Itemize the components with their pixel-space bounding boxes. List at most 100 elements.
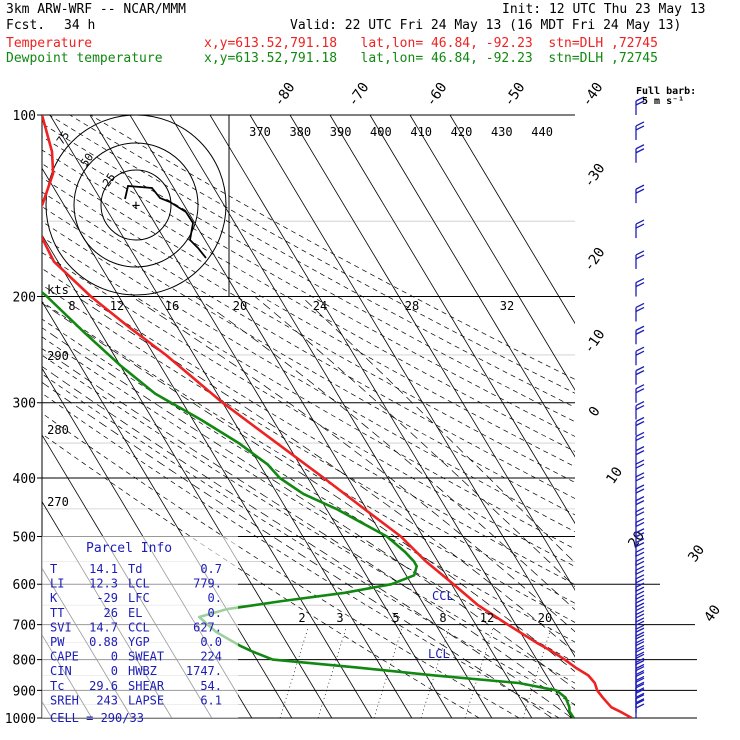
mixing-ratio-label: 3 [336,611,343,625]
wind-barbs [635,96,645,718]
parcel-param-name: LCL [128,577,150,591]
temperature-tick-label: 0 [586,404,604,420]
wind-barb-flag [635,223,645,229]
wind-barb-flag [635,569,645,575]
hodograph-ring [45,114,227,296]
mixing-ratio-label: 20 [538,611,552,625]
dry-adiabat [42,206,575,516]
dry-adiabat [42,268,575,586]
wind-barb-flag [635,631,645,637]
theta-label: 380 [289,125,311,139]
pressure-tick-label: 200 [13,291,36,306]
mixing-ratio-label: 12 [480,611,494,625]
wind-barb-flag [635,578,645,584]
wind-barb-flag [635,551,645,557]
dry-adiabat [42,252,575,568]
theta-label: 400 [370,125,392,139]
pressure-tick-label: 800 [13,654,36,669]
parcel-param-value: 12.3 [89,577,118,591]
parcel-param-name: LI [50,577,64,591]
wind-barb-flag [635,694,645,700]
hodograph-speed-label: 20 [233,299,247,313]
hodograph-ring-label: 25 [100,171,118,189]
temperature-legend: Temperature [6,36,93,51]
pressure-tick-label: 600 [13,578,36,593]
moist-adiabat [42,327,575,690]
temperature-line [42,115,633,718]
temperature-tick-label: -40 [579,80,607,110]
parcel-info-box [42,536,238,718]
wind-barb-flag [635,613,645,619]
parcel-param-name: EL [128,606,142,620]
wind-barb-flag [635,538,645,544]
wind-barb-flag [635,188,645,194]
dry-adiabat [42,433,480,718]
isotherm [369,115,575,458]
theta-label: 370 [249,125,271,139]
wind-barb-flag [635,610,645,616]
isotherm [0,115,12,718]
wind-barb-flag [635,659,645,666]
wind-barb-flag [635,627,645,633]
parcel-param-value: 779. [193,577,222,591]
wind-barb-flag [635,521,645,528]
temperature-tick-label: 20 [625,528,648,551]
isotherm [289,115,575,591]
hodograph-ring-label: 50 [78,151,96,169]
wind-barb-flag [635,507,645,513]
wind-barb-flag [635,528,645,534]
wind-barb-flag [635,405,645,411]
dry-adiabat [42,163,575,468]
parcel-param-name: CIN [50,664,72,678]
wind-barb-flag [635,624,645,630]
parcel-param-name: SREH [50,693,79,707]
mixing-ratio-label: 5 [392,611,399,625]
wind-barb-flag [635,431,645,438]
height-label: 280 [47,423,69,437]
height-label: 290 [47,349,69,363]
wind-barb-flag [635,446,645,452]
parcel-param-value: 14.7 [89,620,118,634]
parcel-param-name: LAPSE [128,693,164,707]
pressure-tick-label: 1000 [5,712,36,727]
parcel-param-name: CAPE [50,650,79,664]
parcel-param-name: CCL [128,620,150,634]
parcel-info-panel: Parcel Info T 14.1 Td 0.7 LI 12.3 LCL 779. K -29 LF… [42,536,238,725]
wind-barb-flag [635,640,645,647]
wind-barb-flag [635,620,645,626]
wind-barb-flag [635,125,645,131]
wind-barb-flag [635,565,645,571]
theta-label: 440 [531,125,553,139]
pressure-tick-label: 100 [13,109,36,124]
wind-barb-flag [635,560,645,566]
dry-adiabat [42,191,575,499]
hodograph-speed-label: 24 [313,299,327,313]
dry-adiabat [42,123,575,423]
moist-adiabat [42,366,573,718]
pressure-tick-label: 900 [13,684,36,699]
pressure-tick-label: 400 [13,472,36,487]
wind-barb-flag [635,542,645,548]
parcel-param-value: 224 [200,650,222,664]
isotherm [249,115,575,658]
hodograph-trace [124,185,207,259]
wind-barb-flag [635,699,645,705]
wind-barb-flag [635,496,645,502]
temperature-tick-label: 10 [603,464,626,487]
wind-barb-flag [635,488,645,494]
temperature-tick-label: 40 [701,602,724,625]
theta-label: 390 [330,125,352,139]
isotherm [42,167,373,718]
dry-adiabat [42,354,575,684]
temperature-tick-label: -10 [581,327,609,357]
storm-cell-motion: CELL = 290/33 [50,711,144,725]
theta-label: 430 [491,125,513,139]
wind-barb-flag [635,325,645,331]
init-time: Init: 12 UTC Thu 23 May 13 [502,2,706,17]
wind-barb-flag [635,657,645,663]
wind-barb-flag [635,669,645,676]
dry-adiabat [42,301,575,623]
parcel-param-name: YGP [128,635,150,649]
ccl-marker: CCL [432,589,454,603]
